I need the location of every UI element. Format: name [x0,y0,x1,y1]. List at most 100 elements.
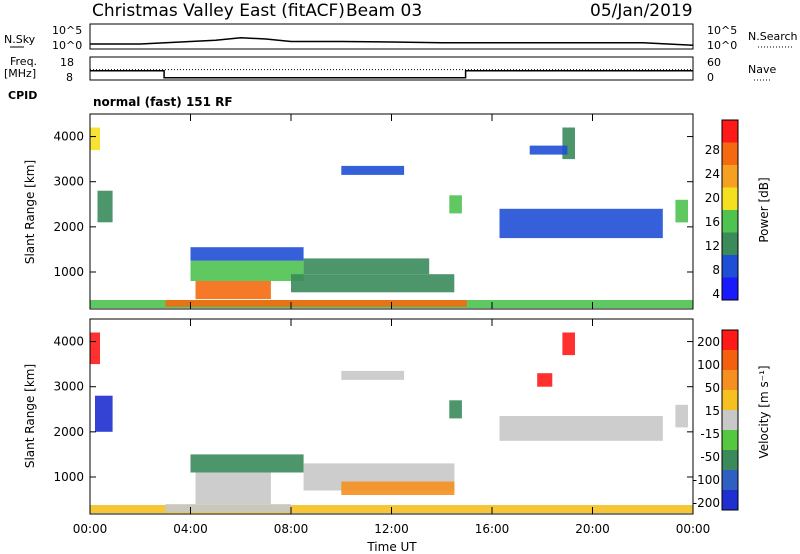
colorbar-tick-1: 100 [697,358,720,372]
noise-right-tick-bottom: 10^0 [707,39,737,52]
scatter-region-10 [499,416,663,441]
x-tick-label-3: 12:00 [374,522,409,536]
colorbar-tick-2: 50 [705,381,720,395]
y-tick-label-2: 3000 [53,380,84,394]
x-tick-label-1: 04:00 [173,522,208,536]
noise-right-tick-top: 10^5 [707,24,737,37]
scatter-region-10 [449,195,462,214]
date-label: 05/Jan/2019 [590,1,693,21]
velocity-colorbar-label: Velocity [m s⁻¹] [757,365,771,458]
velocity-y-axis-label: Slant Range [km] [23,364,37,468]
scatter-region-3 [165,504,291,513]
scatter-region-11 [537,373,553,387]
frequency-panel-frame [89,56,694,81]
frequency-panel: Freq. [MHz] 18 8 60 0 Nave [4,55,776,84]
y-tick-label-0: 1000 [53,265,84,279]
frequency-left-tick-bottom: 8 [66,71,73,84]
scatter-region-11 [499,208,663,239]
colorbar-swatch-5 [722,430,738,451]
noise-panel-frame [89,23,694,50]
scatter-region-0 [90,332,100,365]
scatter-region-3 [165,300,467,307]
colorbar-tick-5: -50 [700,450,720,464]
colorbar-tick-3: 16 [705,215,720,229]
velocity-axes: 1000 2000 3000 4000 00:00 04:00 08:00 12:00 16:0… [53,319,710,536]
x-axis-label: Time UT [366,540,417,554]
x-tick-label-0: 00:00 [73,522,108,536]
scatter-region-0 [90,127,100,151]
y-tick-label-3: 4000 [53,130,84,144]
colorbar-frame [721,119,739,301]
colorbar-tick-4: 12 [705,239,720,253]
colorbar-frame [721,329,739,511]
colorbar-swatch-2 [722,370,738,391]
station-title: Christmas Valley East (fitACF) [92,1,345,21]
colorbar-tick-0: 200 [697,335,720,349]
colorbar-swatch-0 [722,330,738,351]
colorbar-swatch-4 [722,210,738,233]
nave-label: Nave [748,63,776,76]
scatter-region-12 [562,332,575,356]
scatter-region-8 [291,274,455,293]
y-tick-label-2: 3000 [53,175,84,189]
scatter-region-5 [190,260,304,281]
power-colorbar-label: Power [dB] [757,177,771,242]
x-tick-label-2: 08:00 [274,522,309,536]
power-colorbar: 28 24 20 16 12 8 4 [705,119,739,301]
velocity-heatmap [90,332,693,514]
scatter-region-4 [195,472,271,505]
colorbar-swatch-6 [722,450,738,471]
noise-right-label: N.Search [748,30,798,43]
frequency-left-label-line2: [MHz] [4,67,36,80]
scatter-region-4 [195,281,271,300]
x-tick-label-6: 00:00 [676,522,711,536]
colorbar-swatch-4 [722,410,738,431]
power-heatmap [90,127,693,309]
scatter-region-5 [190,454,304,473]
frequency-line [90,70,693,79]
colorbar-swatch-1 [722,142,738,166]
frequency-left-tick-top: 18 [60,56,74,69]
colorbar-tick-2: 20 [705,191,720,205]
scatter-region-6 [190,247,304,261]
colorbar-swatch-1 [722,350,738,371]
scatter-region-1 [97,190,113,223]
colorbar-swatch-7 [722,470,738,491]
noise-left-tick-top: 10^5 [52,24,82,37]
x-tick-label-5: 20:00 [575,522,610,536]
colorbar-tick-4: -15 [700,427,720,441]
scatter-region-8 [341,370,405,380]
colorbar-tick-1: 24 [705,167,720,181]
scatter-region-9 [449,400,462,419]
colorbar-swatch-2 [722,165,738,188]
x-tick-label-4: 16:00 [475,522,510,536]
colorbar-swatch-5 [722,232,738,256]
scatter-region-13 [675,404,688,428]
frequency-right-tick-top: 60 [707,56,721,69]
cpid-value: normal (fast) 151 RF [93,95,233,109]
beam-label: Beam 03 [346,1,422,21]
noise-line [90,37,694,47]
scatter-region-7 [303,258,430,275]
colorbar-swatch-8 [722,490,738,511]
velocity-colorbar: 200 100 50 15 -15 -50 -100 -200 [693,329,739,511]
noise-left-label: N.Sky [4,33,36,46]
colorbar-tick-6: -100 [693,473,720,487]
velocity-panel: 1000 2000 3000 4000 00:00 04:00 08:00 12:00 16:0… [23,318,771,554]
colorbar-swatch-3 [722,390,738,411]
colorbar-swatch-7 [722,277,738,301]
scatter-region-9 [341,165,405,175]
scatter-region-7 [341,481,455,495]
scatter-region-13 [529,145,568,155]
frequency-left-label-line1: Freq. [10,55,37,68]
colorbar-swatch-3 [722,187,738,211]
frequency-series-group [90,69,693,79]
scatter-region-14 [675,199,688,223]
y-tick-label-0: 1000 [53,470,84,484]
colorbar-tick-5: 8 [712,263,720,277]
power-panel: 1000 2000 3000 4000 Slant Range [km] 28 24 20… [23,113,771,310]
power-axes: 1000 2000 3000 4000 [53,114,694,309]
noise-series-group [90,37,694,47]
noise-panel: N.Sky 10^5 10^0 10^5 10^0 N.Search [4,23,798,52]
